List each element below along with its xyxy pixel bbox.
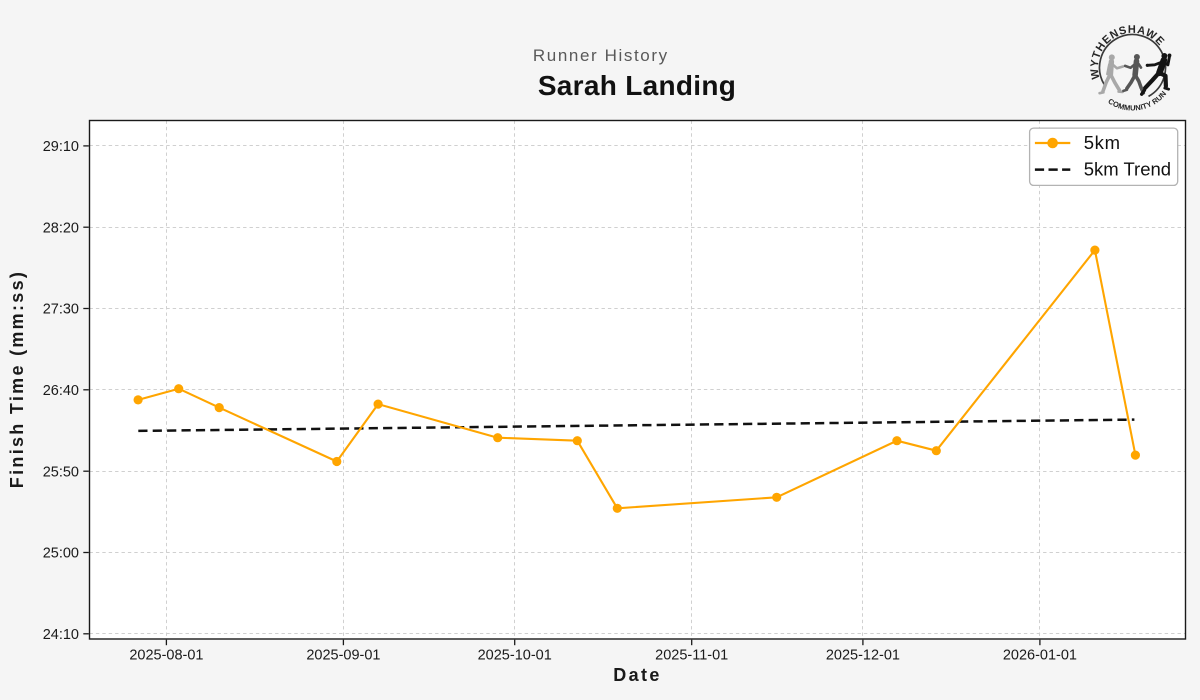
svg-text:Date: Date — [613, 665, 662, 685]
svg-text:25:00: 25:00 — [43, 546, 79, 562]
svg-text:29:10: 29:10 — [43, 139, 79, 155]
svg-text:2025-10-01: 2025-10-01 — [478, 648, 552, 664]
svg-text:5km Trend: 5km Trend — [1084, 159, 1171, 180]
svg-text:5km: 5km — [1084, 132, 1121, 153]
svg-text:2025-09-01: 2025-09-01 — [306, 648, 380, 664]
svg-text:24:10: 24:10 — [43, 627, 79, 643]
svg-text:2025-08-01: 2025-08-01 — [129, 648, 203, 664]
svg-text:25:50: 25:50 — [43, 464, 79, 480]
svg-text:26:40: 26:40 — [43, 383, 79, 399]
svg-text:2026-01-01: 2026-01-01 — [1003, 648, 1077, 664]
svg-text:2025-12-01: 2025-12-01 — [826, 648, 900, 664]
svg-text:Finish Time (mm:ss): Finish Time (mm:ss) — [7, 270, 27, 488]
svg-text:2025-11-01: 2025-11-01 — [655, 648, 728, 664]
svg-text:Runner History: Runner History — [533, 46, 669, 65]
svg-text:28:20: 28:20 — [43, 220, 79, 236]
svg-text:Sarah Landing: Sarah Landing — [538, 70, 736, 101]
svg-text:27:30: 27:30 — [43, 302, 79, 318]
